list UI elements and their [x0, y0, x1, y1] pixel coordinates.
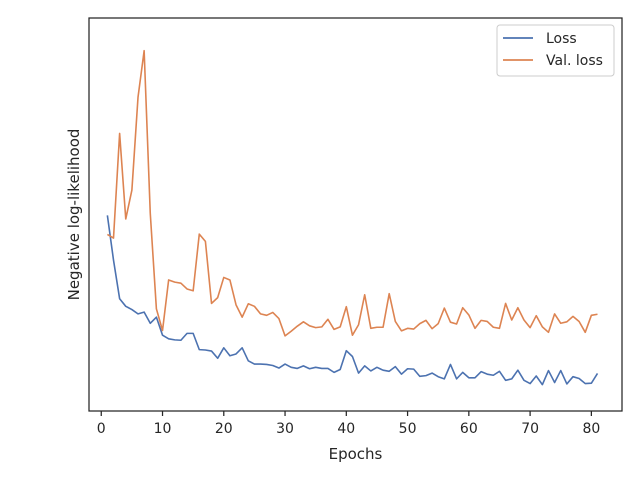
y-axis-label: Negative log-likelihood [65, 129, 83, 301]
x-tick-label: 10 [154, 421, 172, 437]
x-axis-label: Epochs [329, 445, 383, 463]
legend-label-loss: Loss [546, 31, 577, 47]
loss-series-line [106, 215, 599, 386]
x-tick-label: 50 [399, 421, 417, 437]
plot-area-frame [88, 17, 623, 412]
x-tick-label: 0 [97, 421, 106, 437]
val-loss-series-line [106, 49, 598, 337]
series-lines [106, 49, 599, 386]
x-tick-label: 40 [337, 421, 355, 437]
x-tick-label: 70 [521, 421, 539, 437]
x-tick-label: 30 [276, 421, 294, 437]
x-tick-label: 80 [582, 421, 600, 437]
legend-label-val-loss: Val. loss [546, 53, 603, 69]
x-tick-label: 20 [215, 421, 233, 437]
x-tick-label: 60 [460, 421, 478, 437]
x-axis-ticks: 0 10 20 30 40 50 60 70 80 [97, 411, 600, 437]
legend: Loss Val. loss [496, 24, 615, 77]
